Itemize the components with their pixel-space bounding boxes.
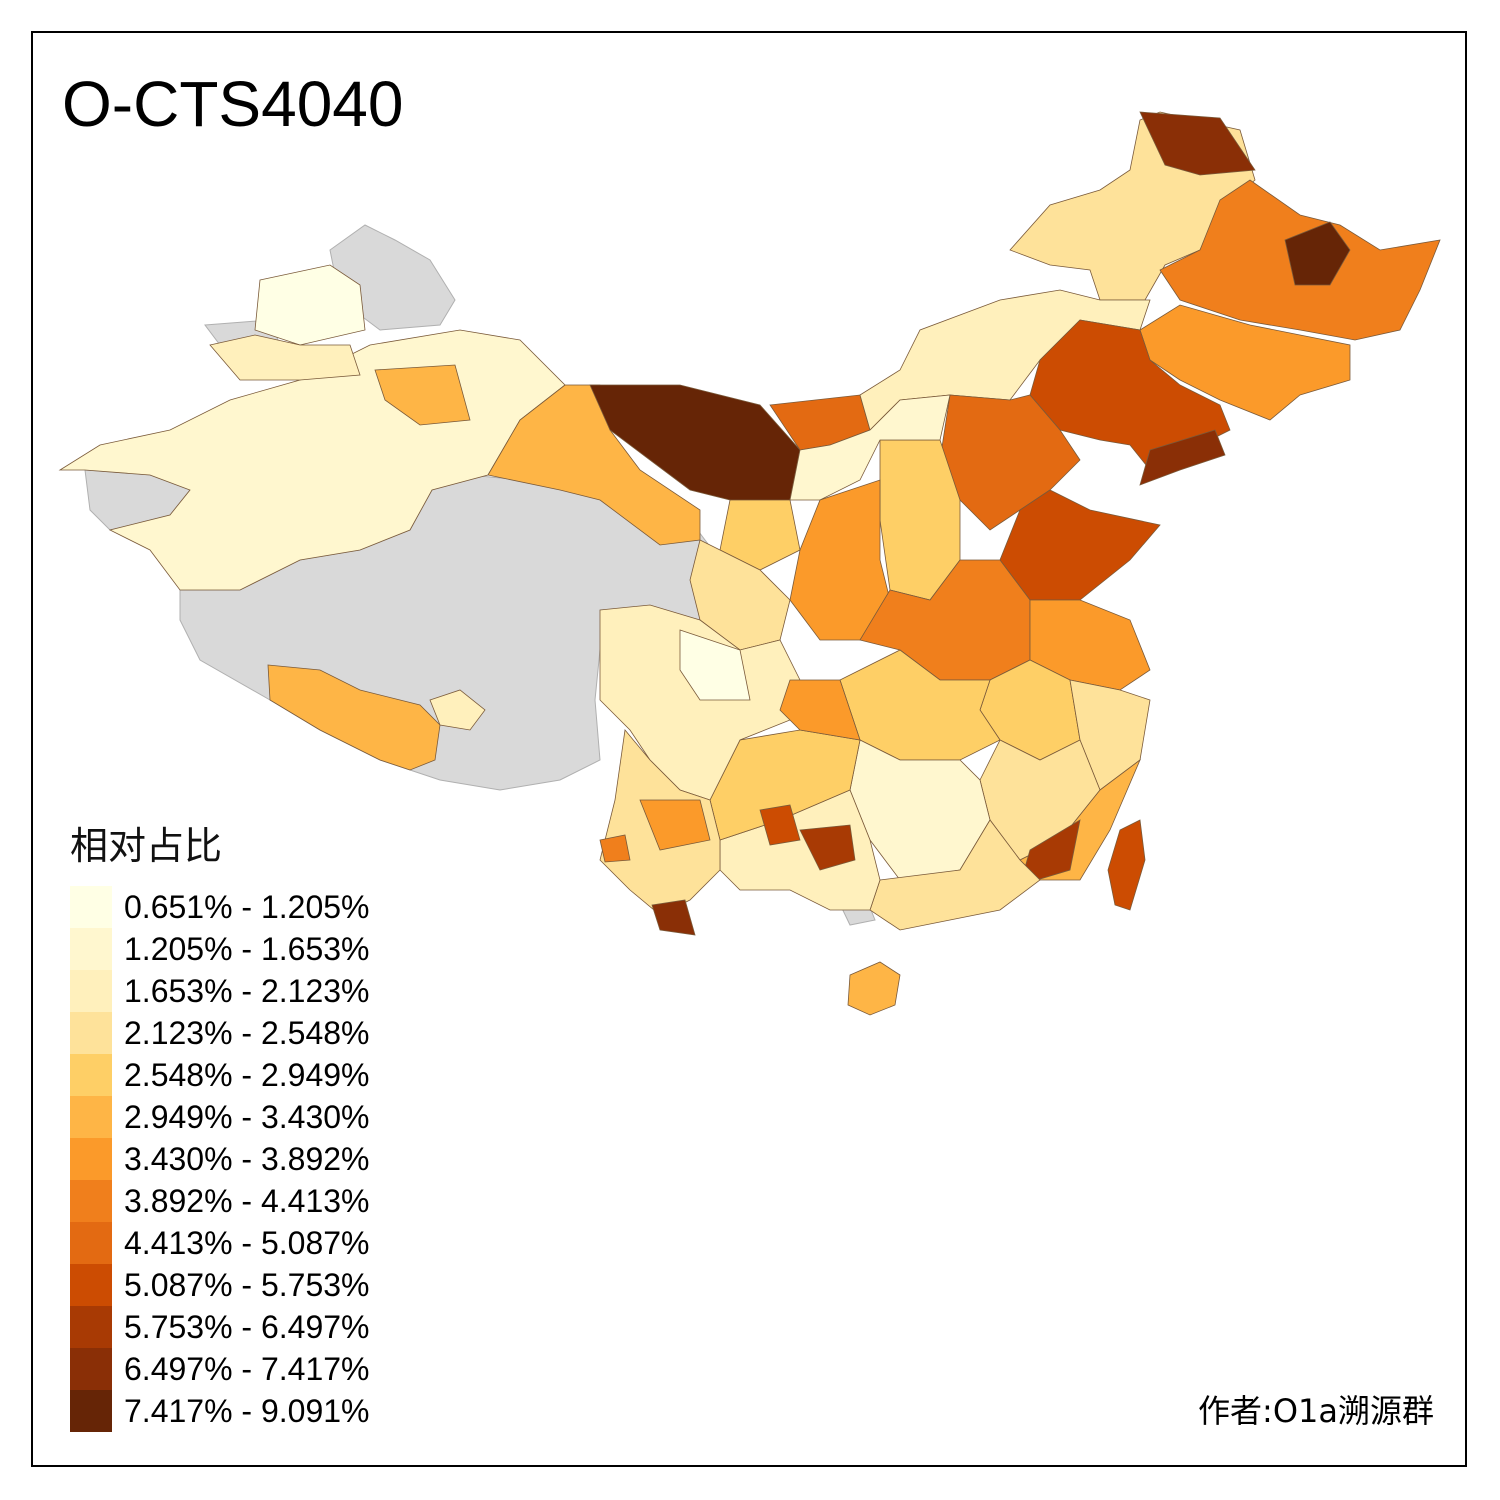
legend: 相对占比 0.651% - 1.205% 1.205% - 1.653% 1.653…	[70, 815, 370, 1432]
legend-label: 2.123% - 2.548%	[124, 1014, 370, 1051]
legend-item: 1.205% - 1.653%	[70, 928, 370, 970]
legend-swatch	[70, 1096, 112, 1138]
legend-label: 3.430% - 3.892%	[124, 1140, 370, 1177]
region-taiwan	[1107, 819, 1146, 911]
legend-label: 2.548% - 2.949%	[124, 1056, 370, 1093]
map-title: O-CTS4040	[62, 68, 404, 140]
region-xinjiang-north	[254, 264, 366, 346]
legend-item: 1.653% - 2.123%	[70, 970, 370, 1012]
legend-label: 1.653% - 2.123%	[124, 972, 370, 1009]
region-chongqing	[779, 679, 861, 741]
legend-item: 0.651% - 1.205%	[70, 886, 370, 928]
legend-swatch	[70, 1390, 112, 1432]
legend-label: 0.651% - 1.205%	[124, 888, 370, 925]
region-aba	[679, 629, 751, 701]
region-hainan	[847, 961, 901, 1016]
legend-item: 3.892% - 4.413%	[70, 1180, 370, 1222]
region-jiamusi	[1284, 221, 1351, 286]
legend-item: 2.123% - 2.548%	[70, 1012, 370, 1054]
legend-swatch	[70, 928, 112, 970]
region-liupanshui	[759, 804, 801, 846]
region-guangdong	[869, 819, 1041, 931]
legend-item: 4.413% - 5.087%	[70, 1222, 370, 1264]
legend-items: 0.651% - 1.205% 1.205% - 1.653% 1.653% - 2…	[70, 886, 370, 1432]
region-jilin	[1139, 304, 1351, 421]
legend-item: 5.753% - 6.497%	[70, 1306, 370, 1348]
legend-item: 7.417% - 9.091%	[70, 1390, 370, 1432]
legend-swatch	[70, 1222, 112, 1264]
legend-swatch	[70, 1138, 112, 1180]
legend-swatch	[70, 1054, 112, 1096]
legend-label: 1.205% - 1.653%	[124, 930, 370, 967]
legend-item: 5.087% - 5.753%	[70, 1264, 370, 1306]
legend-item: 3.430% - 3.892%	[70, 1138, 370, 1180]
legend-swatch	[70, 1012, 112, 1054]
region-xinjiang-ili	[209, 334, 361, 381]
legend-swatch	[70, 1264, 112, 1306]
region-lhasa	[429, 689, 486, 731]
legend-label: 4.413% - 5.087%	[124, 1224, 370, 1261]
legend-label: 5.087% - 5.753%	[124, 1266, 370, 1303]
author-credit: 作者:O1a溯源群	[1198, 1392, 1434, 1430]
region-ningxia	[719, 499, 801, 571]
legend-swatch	[70, 970, 112, 1012]
region-dehong	[599, 834, 631, 863]
legend-swatch	[70, 886, 112, 928]
region-dalian	[1139, 429, 1226, 486]
legend-label: 2.949% - 3.430%	[124, 1098, 370, 1135]
region-turpan	[374, 364, 471, 426]
legend-item: 6.497% - 7.417%	[70, 1348, 370, 1390]
legend-swatch	[70, 1180, 112, 1222]
legend-title: 相对占比	[70, 824, 223, 868]
legend-label: 6.497% - 7.417%	[124, 1350, 370, 1387]
legend-label: 3.892% - 4.413%	[124, 1182, 370, 1219]
region-daxinganling	[1139, 111, 1256, 176]
legend-label: 5.753% - 6.497%	[124, 1308, 370, 1345]
region-dali	[639, 799, 711, 851]
choropleth-regions	[58, 111, 1441, 1016]
region-nanning	[799, 824, 856, 871]
region-gansu-west	[487, 384, 701, 546]
legend-label: 7.417% - 9.091%	[124, 1392, 370, 1429]
legend-item: 2.949% - 3.430%	[70, 1096, 370, 1138]
legend-swatch	[70, 1348, 112, 1390]
region-inner-mongolia-south	[789, 394, 951, 501]
region-xishuangbanna	[651, 899, 696, 936]
region-ngari-shigatse	[267, 664, 441, 771]
legend-item: 2.548% - 2.949%	[70, 1054, 370, 1096]
legend-swatch	[70, 1306, 112, 1348]
region-sichuan	[599, 604, 801, 801]
